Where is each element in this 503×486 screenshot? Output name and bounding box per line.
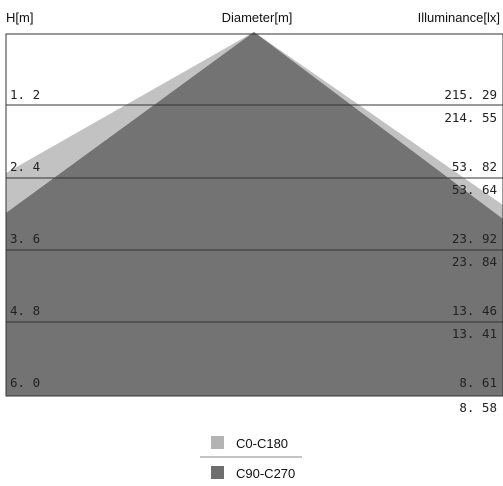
- illuminance-value-c90: 53. 64: [452, 182, 497, 197]
- illuminance-value-c0: 13. 46: [452, 303, 497, 318]
- illuminance-value-c0: 53. 82: [452, 159, 497, 174]
- legend-label-c90-c270: C90-C270: [236, 466, 295, 481]
- illuminance-axis-label: Illuminance[lx]: [418, 10, 500, 25]
- height-label: 6. 0: [10, 375, 40, 390]
- legend-swatch-c90-c270: [211, 466, 224, 479]
- legend: C0-C180 C90-C270: [200, 436, 302, 481]
- illuminance-value-c90: 8. 58: [459, 400, 497, 415]
- height-label: 2. 4: [10, 159, 40, 174]
- illuminance-value-c90: 23. 84: [452, 254, 497, 269]
- beam-cone-c90-c270: [6, 32, 503, 396]
- illuminance-value-c0: 8. 61: [459, 375, 497, 390]
- height-label: 1. 2: [10, 87, 40, 102]
- illuminance-value-c90: 13. 41: [452, 326, 497, 341]
- illuminance-value-c0: 215. 29: [444, 87, 497, 102]
- height-axis-label: H[m]: [6, 10, 33, 25]
- legend-label-c0-c180: C0-C180: [236, 436, 288, 451]
- diameter-axis-label: Diameter[m]: [222, 10, 293, 25]
- diagram-frame: [5, 33, 503, 397]
- illuminance-value-c90: 214. 55: [444, 110, 497, 125]
- height-label: 3. 6: [10, 231, 40, 246]
- legend-swatch-c0-c180: [211, 436, 224, 449]
- illuminance-value-c0: 23. 92: [452, 231, 497, 246]
- height-label: 4. 8: [10, 303, 40, 318]
